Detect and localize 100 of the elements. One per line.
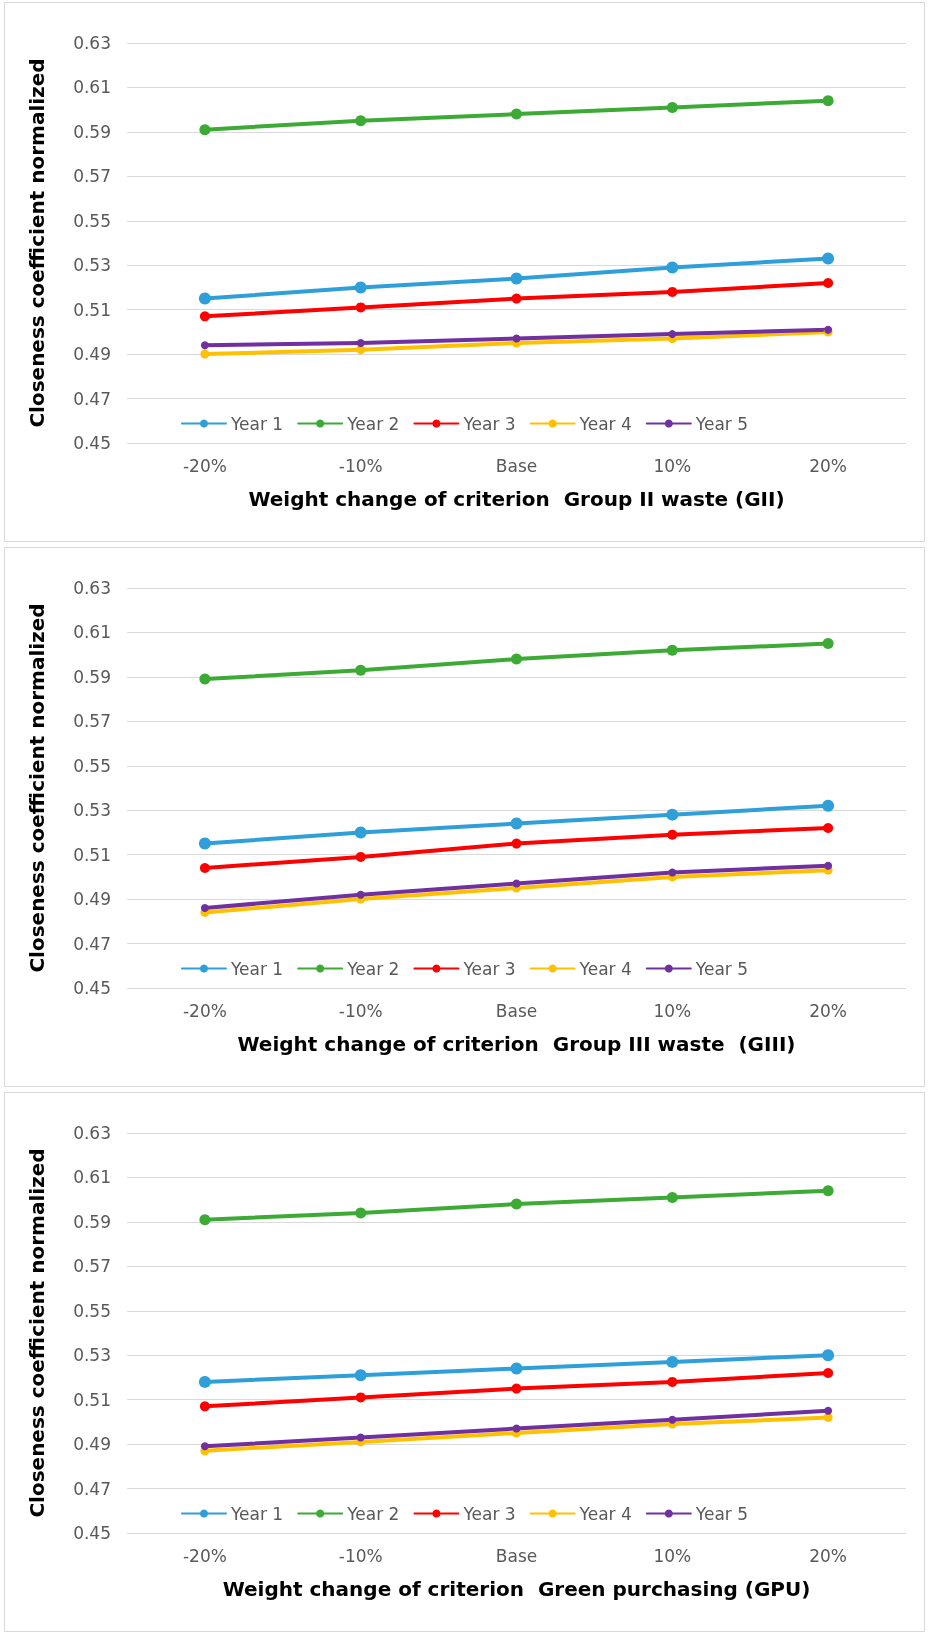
- point: [666, 1191, 678, 1203]
- legend-label: Year 2: [346, 1503, 400, 1524]
- point: [512, 334, 521, 343]
- point: [354, 281, 367, 294]
- y-tick-label: 0.49: [73, 889, 111, 910]
- x-tick-label: Base: [495, 1000, 538, 1021]
- point: [666, 644, 678, 656]
- point: [511, 1198, 522, 1210]
- legend-label: Year 4: [578, 1503, 632, 1524]
- point: [510, 1362, 523, 1375]
- point: [666, 261, 679, 274]
- point: [355, 1392, 366, 1403]
- y-tick-label: 0.63: [73, 578, 111, 598]
- y-tick-label: 0.53: [73, 1345, 111, 1366]
- point: [667, 1376, 678, 1387]
- x-axis-title: Weight change of criterion Group III waste (GIII): [237, 1032, 796, 1056]
- y-tick-label: 0.47: [73, 933, 111, 954]
- point: [512, 879, 521, 888]
- point: [667, 829, 678, 840]
- point: [667, 286, 678, 297]
- point: [822, 638, 834, 650]
- point: [822, 799, 835, 812]
- point: [511, 108, 522, 120]
- y-tick-label: 0.63: [73, 1123, 111, 1143]
- x-tick-label: -10%: [338, 455, 383, 476]
- y-tick-label: 0.61: [73, 1167, 111, 1188]
- y-tick-label: 0.51: [73, 1389, 111, 1410]
- point: [200, 341, 209, 350]
- point: [199, 863, 210, 873]
- x-axis-title: Weight change of criterion Group II waste (GII): [248, 487, 785, 511]
- y-tick-label: 0.57: [73, 1256, 111, 1277]
- point: [355, 115, 367, 127]
- y-tick-label: 0.55: [73, 210, 111, 231]
- x-tick-label: -10%: [338, 1000, 383, 1021]
- legend-label: Year 1: [229, 413, 284, 434]
- x-tick-label: 10%: [653, 1545, 692, 1566]
- point: [823, 823, 834, 833]
- y-tick-label: 0.47: [73, 1478, 111, 1499]
- x-tick-label: 10%: [653, 1000, 692, 1021]
- point: [354, 826, 367, 839]
- x-tick-label: 10%: [653, 455, 692, 476]
- point: [668, 1415, 677, 1424]
- x-tick-label: -10%: [338, 1545, 383, 1566]
- point: [511, 1383, 522, 1394]
- y-tick-label: 0.59: [73, 1211, 111, 1232]
- legend-label: Year 3: [462, 1503, 516, 1524]
- point: [822, 95, 834, 107]
- x-tick-label: 20%: [809, 1000, 847, 1021]
- point: [199, 1214, 211, 1226]
- y-tick-label: 0.61: [73, 622, 111, 643]
- y-tick-label: 0.49: [73, 344, 111, 365]
- point: [199, 311, 210, 322]
- point: [668, 330, 677, 339]
- x-tick-label: 20%: [809, 455, 847, 476]
- point: [822, 1185, 834, 1197]
- x-tick-label: -20%: [182, 1000, 227, 1021]
- x-tick-label: -20%: [182, 1545, 227, 1566]
- legend-label: Year 3: [462, 958, 516, 979]
- point: [511, 653, 522, 665]
- point: [198, 837, 211, 850]
- point: [823, 278, 834, 288]
- point: [824, 1406, 833, 1415]
- legend-label: Year 5: [694, 958, 749, 979]
- legend-label: Year 1: [229, 1503, 284, 1524]
- y-tick-label: 0.53: [73, 800, 111, 821]
- y-tick-label: 0.55: [73, 1300, 111, 1321]
- y-tick-label: 0.53: [73, 255, 111, 276]
- point: [668, 868, 677, 877]
- point: [511, 293, 522, 304]
- legend-label: Year 3: [462, 413, 516, 434]
- point: [356, 890, 365, 899]
- legend-label: Year 5: [694, 413, 749, 434]
- legend-label: Year 4: [578, 958, 632, 979]
- point: [354, 1369, 367, 1382]
- point: [510, 272, 523, 285]
- point: [199, 673, 211, 685]
- y-tick-label: 0.59: [73, 666, 111, 687]
- point: [824, 861, 833, 870]
- point: [200, 349, 210, 359]
- y-tick-label: 0.49: [73, 1434, 111, 1455]
- point: [822, 1349, 835, 1362]
- y-axis-title: Closeness coefficient normalized: [25, 603, 49, 973]
- point: [200, 1442, 209, 1451]
- legend-label: Year 1: [229, 958, 284, 979]
- x-tick-label: Base: [495, 455, 538, 476]
- legend-label: Year 2: [346, 413, 400, 434]
- point: [355, 1207, 367, 1219]
- y-axis-title: Closeness coefficient normalized: [25, 58, 49, 428]
- point: [199, 124, 211, 136]
- y-axis-title: Closeness coefficient normalized: [25, 1148, 49, 1518]
- y-tick-label: 0.45: [73, 978, 111, 998]
- y-tick-label: 0.57: [73, 711, 111, 732]
- y-tick-label: 0.51: [73, 299, 111, 320]
- point: [510, 817, 523, 830]
- point: [512, 1424, 521, 1433]
- point: [356, 339, 365, 347]
- y-tick-label: 0.57: [73, 166, 111, 187]
- x-axis-title: Weight change of criterion Green purchasing (GPU): [222, 1577, 811, 1601]
- point: [822, 252, 835, 265]
- y-tick-label: 0.63: [73, 33, 111, 53]
